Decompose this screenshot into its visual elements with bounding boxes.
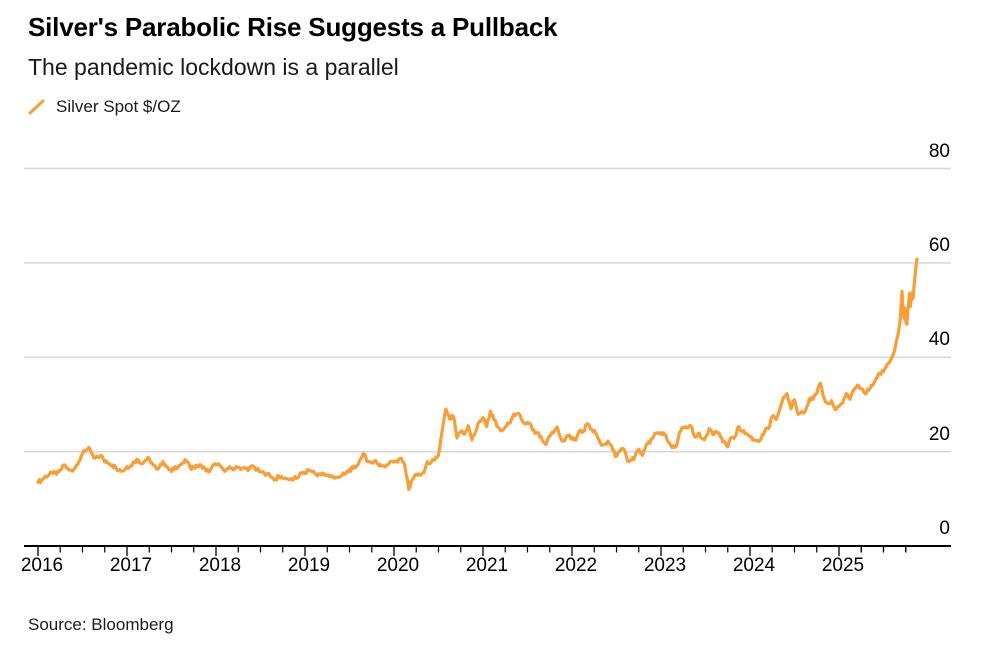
x-tick-label: 2019 — [287, 555, 331, 576]
x-tick-label: 2018 — [198, 555, 242, 576]
y-tick-label: 60 — [928, 234, 950, 256]
legend: Silver Spot $/OZ — [27, 97, 181, 117]
x-tick-label: 2020 — [376, 555, 420, 576]
line-series-icon — [28, 99, 45, 115]
y-tick-label: 0 — [939, 518, 950, 539]
x-tick-label: 2016 — [20, 555, 64, 576]
y-tick-label: 80 — [928, 140, 950, 162]
chart-subtitle: The pandemic lockdown is a parallel — [28, 54, 399, 80]
x-tick-label: 2022 — [554, 555, 598, 576]
y-tick-label: 40 — [928, 329, 950, 351]
x-tick-label: 2021 — [465, 555, 509, 576]
source-note: Source: Bloomberg — [28, 615, 174, 634]
x-tick-label: 2024 — [732, 555, 776, 576]
chart-title: Silver's Parabolic Rise Suggests a Pullb… — [28, 12, 558, 42]
x-tick-label: 2017 — [109, 555, 153, 576]
y-tick-label: 20 — [928, 423, 950, 445]
x-tick-label: 2023 — [643, 555, 687, 576]
x-tick-label: 2025 — [821, 555, 865, 576]
silver-price-line — [36, 257, 919, 491]
legend-label: Silver Spot $/OZ — [56, 97, 181, 116]
